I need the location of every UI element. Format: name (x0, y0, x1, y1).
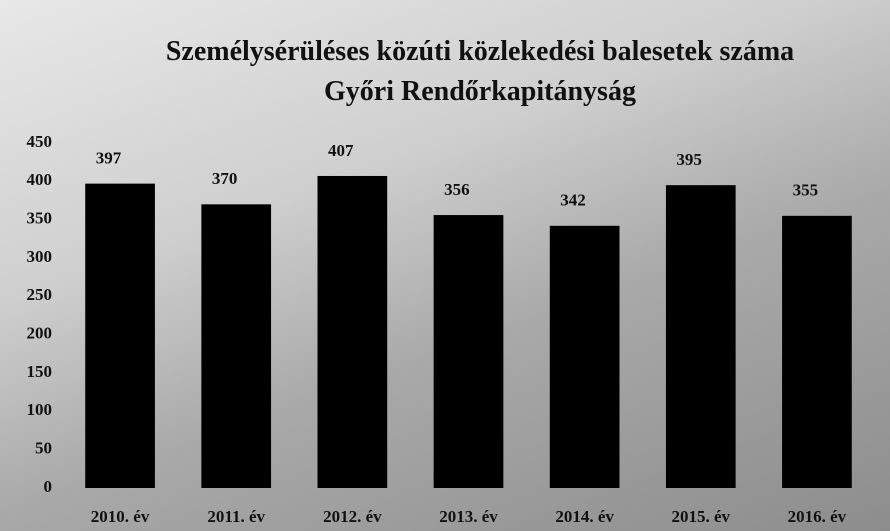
bar (201, 204, 271, 488)
data-label: 407 (328, 141, 354, 160)
data-label: 356 (444, 180, 470, 199)
x-tick-label: 2016. év (788, 507, 847, 526)
x-tick-label: 2013. év (439, 507, 498, 526)
bar (85, 184, 155, 488)
x-tick-label: 2015. év (672, 507, 731, 526)
x-tick-label: 2012. év (323, 507, 382, 526)
y-tick-label: 250 (27, 285, 53, 304)
y-tick-label: 100 (27, 400, 53, 419)
y-tick-label: 300 (27, 247, 53, 266)
chart: Személysérüléses közúti közlekedési bale… (0, 0, 890, 531)
plot: 0 50 100 150 200 250 300 350 400 450 2010. év 397 20… (0, 0, 890, 531)
bar (550, 226, 620, 488)
data-label: 370 (212, 169, 238, 188)
y-tick-label: 50 (35, 439, 52, 458)
data-label: 395 (676, 150, 702, 169)
x-tick-label: 2014. év (555, 507, 614, 526)
bar (782, 216, 852, 488)
y-tick-label: 0 (44, 477, 53, 496)
y-tick-label: 400 (27, 170, 53, 189)
y-tick-label: 150 (27, 362, 53, 381)
x-tick-label: 2010. év (91, 507, 150, 526)
bar (666, 185, 736, 488)
y-tick-label: 450 (27, 132, 53, 151)
bar (318, 176, 388, 488)
data-label: 355 (793, 181, 819, 200)
data-label: 397 (96, 149, 122, 168)
bar (434, 215, 504, 488)
y-tick-label: 350 (27, 209, 53, 228)
x-tick-label: 2011. év (207, 507, 265, 526)
y-tick-label: 200 (27, 324, 53, 343)
data-label: 342 (560, 191, 586, 210)
